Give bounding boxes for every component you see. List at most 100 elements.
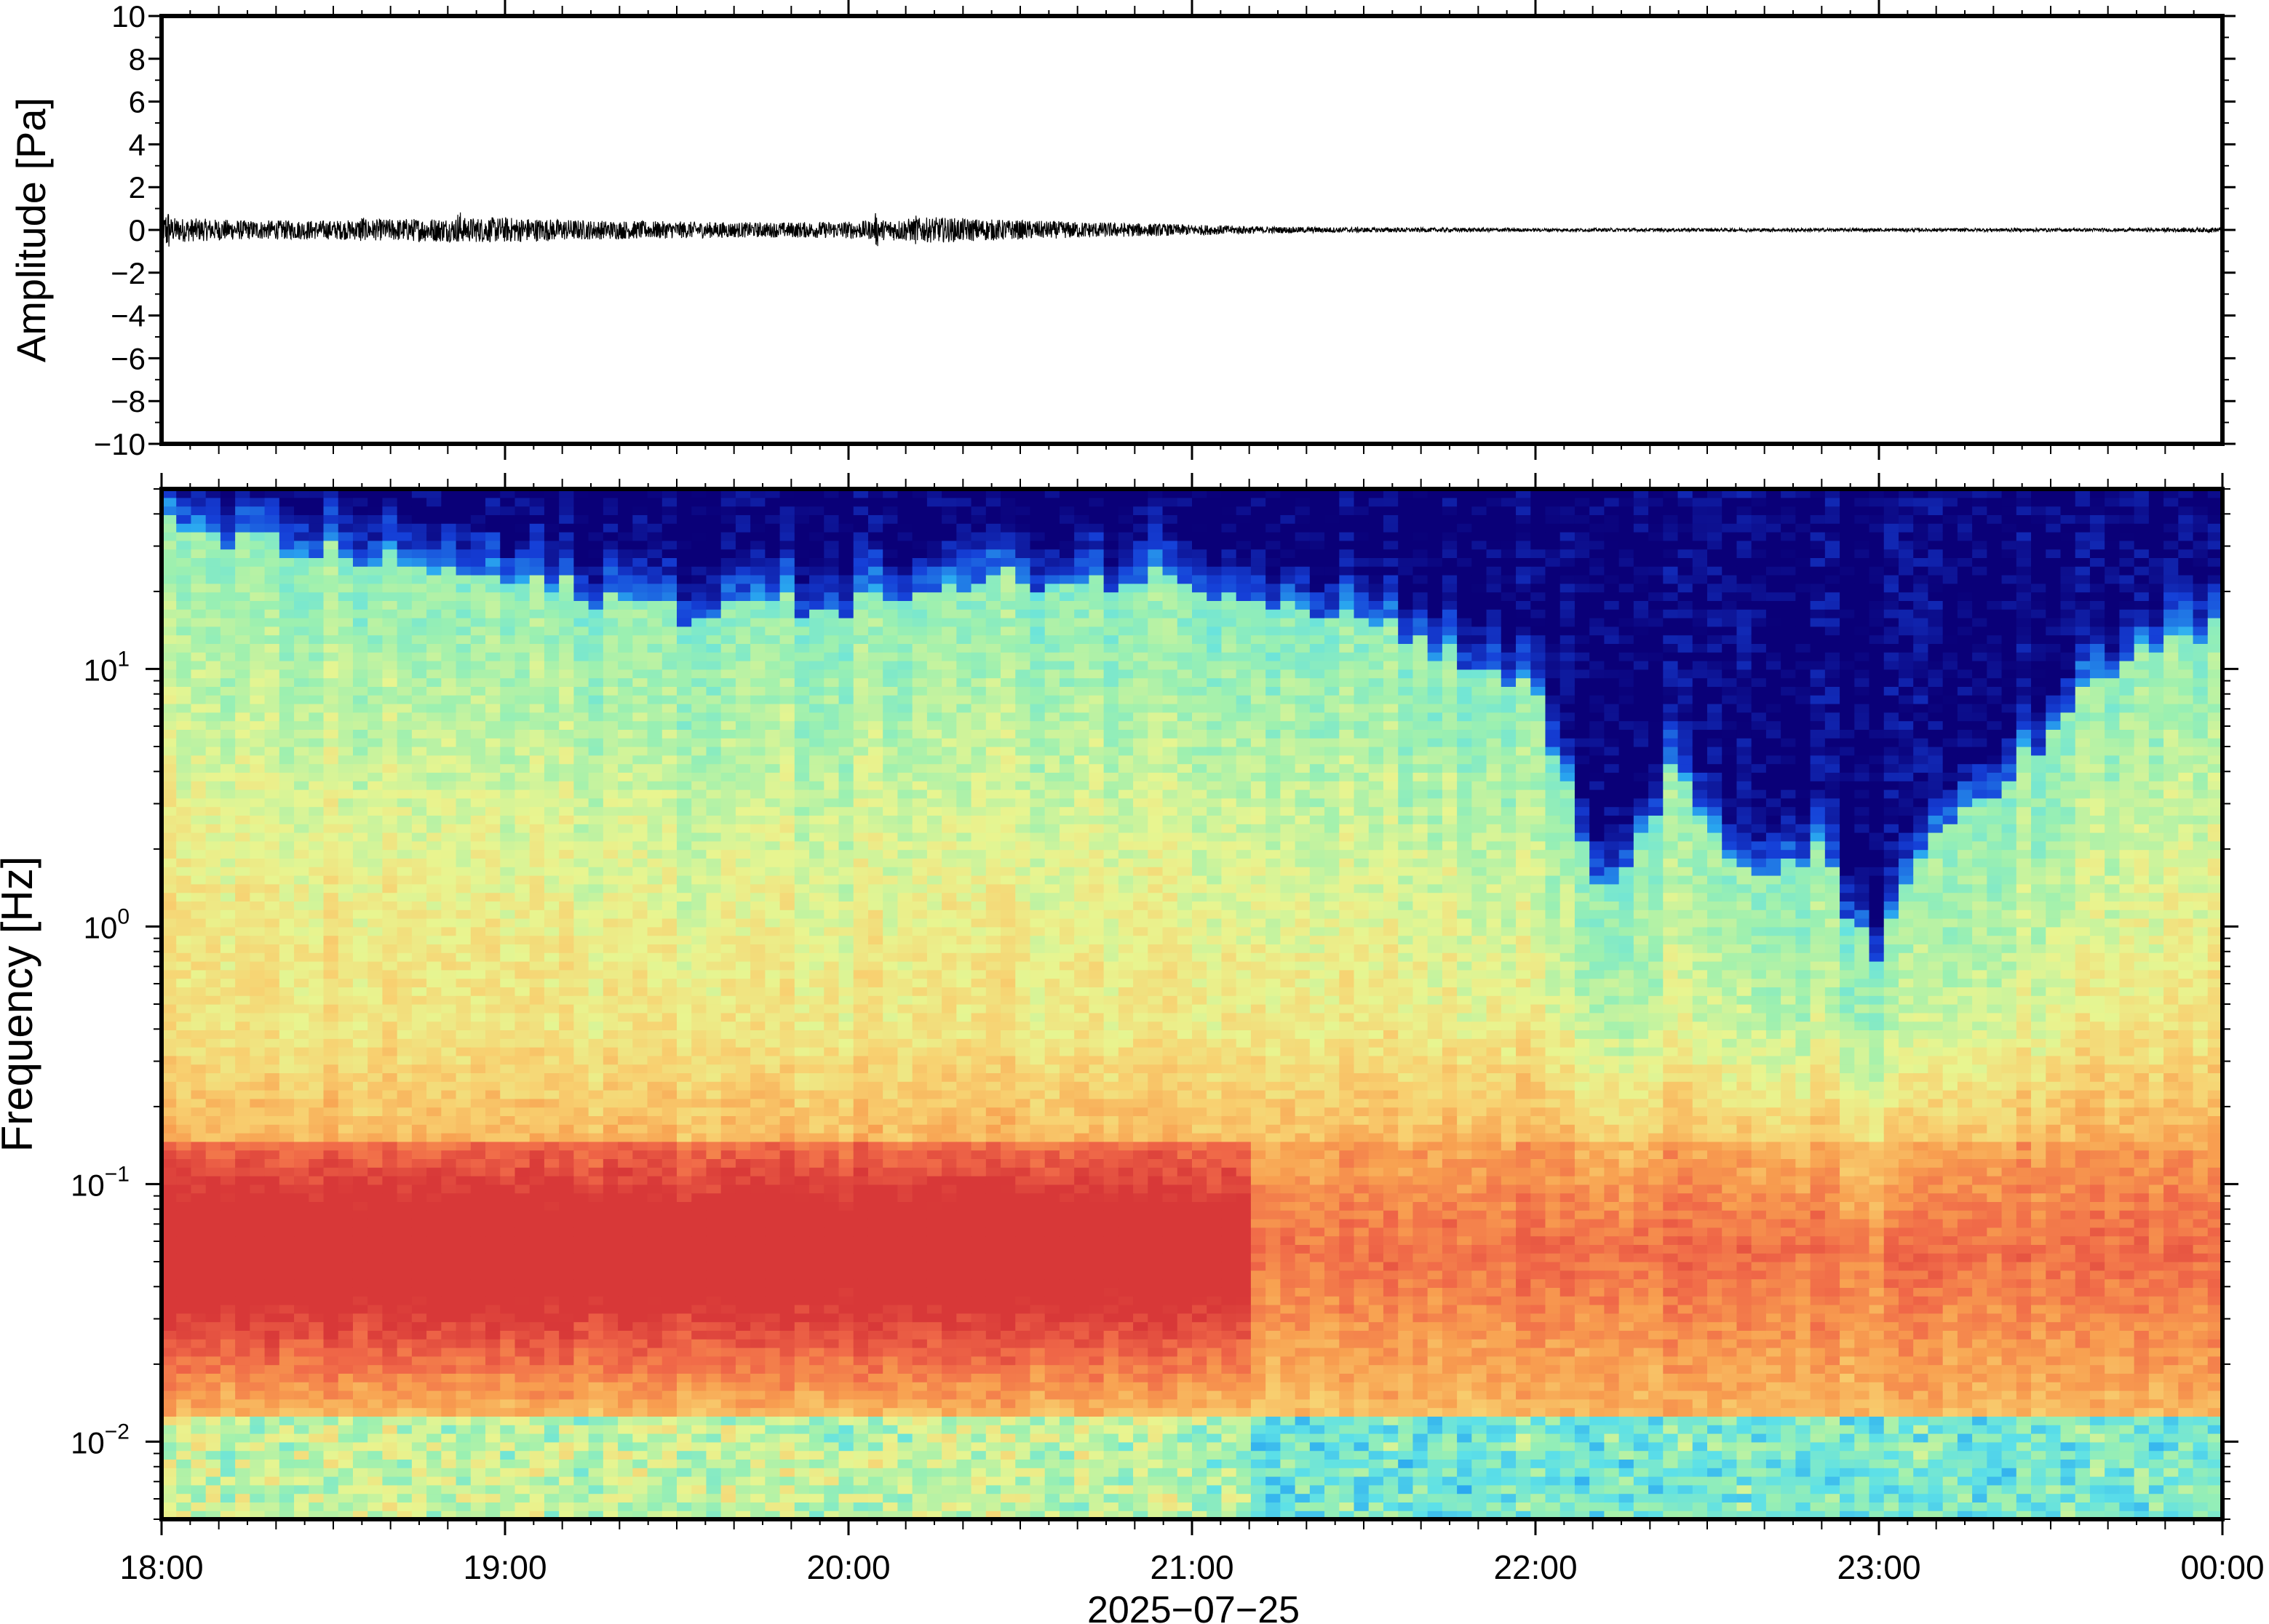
spectrogram-cell <box>456 1382 472 1391</box>
spectrogram-cell <box>382 1244 398 1254</box>
spectrogram-cell <box>735 995 751 1005</box>
spectrogram-cell <box>294 1004 309 1014</box>
spectrogram-cell <box>323 832 339 842</box>
spectrogram-cell <box>279 1484 295 1494</box>
spectrogram-cell <box>588 918 604 928</box>
spectrogram-cell <box>397 1441 413 1452</box>
spectrogram-cell <box>162 1219 177 1228</box>
spectrogram-cell <box>647 1064 663 1073</box>
spectrogram-cell <box>205 1184 221 1194</box>
spectrogram-cell <box>294 695 309 704</box>
spectrogram-cell <box>323 969 339 979</box>
spectrogram-cell <box>544 1502 560 1511</box>
spectrogram-cell <box>411 747 427 756</box>
spectrogram-cell <box>470 1021 486 1030</box>
spectrogram-cell <box>279 1158 295 1168</box>
spectrogram-cell <box>352 1278 368 1288</box>
spectrogram-cell <box>338 523 354 533</box>
spectrogram-cell <box>367 1416 384 1425</box>
spectrogram-cell <box>632 600 648 610</box>
spectrogram-cell <box>397 840 413 851</box>
spectrogram-cell <box>235 583 250 593</box>
spectrogram-cell <box>691 1450 707 1460</box>
spectrogram-cell <box>264 600 280 610</box>
spectrogram-cell <box>661 677 677 687</box>
spectrogram-cell <box>338 1072 354 1082</box>
spectrogram-cell <box>691 1158 707 1168</box>
spectrogram-cell <box>382 1012 398 1022</box>
spectrogram-cell <box>441 1425 457 1434</box>
spectrogram-cell <box>264 1339 280 1348</box>
spectrogram-cell <box>661 729 677 739</box>
spectrogram-cell <box>367 1167 384 1177</box>
spectrogram-cell <box>191 1201 207 1211</box>
spectrogram-cell <box>544 532 560 541</box>
spectrogram-cell <box>559 978 574 987</box>
spectrogram-cell <box>294 1150 309 1159</box>
spectrogram-cell <box>735 1278 751 1288</box>
spectrogram-cell <box>309 772 325 781</box>
spectrogram-cell <box>573 1502 589 1511</box>
spectrogram-cell <box>470 532 486 541</box>
spectrogram-cell <box>559 1021 574 1030</box>
spectrogram-cell <box>338 1176 354 1185</box>
spectrogram-cell <box>176 875 192 885</box>
spectrogram-cell <box>397 1382 413 1391</box>
spectrogram-cell <box>573 1098 589 1108</box>
spectrogram-cell <box>205 1313 221 1323</box>
spectrogram-cell <box>514 781 531 790</box>
spectrogram-cell <box>309 1115 325 1125</box>
spectrogram-cell <box>411 600 427 610</box>
spectrogram-cell <box>500 566 516 576</box>
spectrogram-cell <box>588 978 604 987</box>
spectrogram-cell <box>529 695 545 704</box>
spectrogram-cell <box>544 789 560 799</box>
spectrogram-cell <box>411 661 427 670</box>
spectrogram-cell <box>191 797 207 808</box>
spectrogram-cell <box>323 600 339 610</box>
spectrogram-cell <box>573 583 589 593</box>
spectrogram-cell <box>618 755 633 765</box>
spectrogram-cell <box>661 1064 677 1073</box>
spectrogram-cell <box>367 1262 384 1271</box>
spectrogram-cell <box>250 1184 266 1194</box>
spectrogram-cell <box>352 1047 368 1056</box>
spectrogram-cell <box>426 600 442 610</box>
spectrogram-cell <box>573 1167 589 1177</box>
spectrogram-cell <box>661 1158 677 1168</box>
spectrogram-cell <box>706 909 722 919</box>
spectrogram-cell <box>470 892 486 901</box>
spectrogram-cell <box>426 720 442 730</box>
spectrogram-cell <box>411 1133 427 1142</box>
spectrogram-cell <box>162 832 177 842</box>
spectrogram-cell <box>162 969 177 979</box>
spectrogram-cell <box>661 1244 677 1254</box>
spectrogram-cell <box>294 1348 309 1357</box>
spectrogram-cell <box>618 789 633 799</box>
spectrogram-cell <box>618 1107 633 1116</box>
spectrogram-cell <box>264 987 280 996</box>
spectrogram-cell <box>514 566 531 576</box>
spectrogram-cell <box>397 489 413 498</box>
spectrogram-cell <box>470 489 486 498</box>
spectrogram-cell <box>632 978 648 987</box>
spectrogram-cell <box>309 532 325 541</box>
spectrogram-cell <box>352 1407 368 1417</box>
spectrogram-cell <box>441 1210 457 1219</box>
spectrogram-cell <box>603 1502 619 1511</box>
spectrogram-cell <box>529 1398 545 1409</box>
spectrogram-cell <box>235 858 250 867</box>
spectrogram-cell <box>250 1262 266 1271</box>
spectrogram-cell <box>279 772 295 781</box>
spectrogram-cell <box>500 712 516 722</box>
spectrogram-cell <box>514 867 531 876</box>
spectrogram-cell <box>603 789 619 799</box>
spectrogram-cell <box>514 532 531 541</box>
spectrogram-cell <box>485 1012 501 1022</box>
spectrogram-cell <box>352 875 368 885</box>
spectrogram-cell <box>485 1133 501 1142</box>
spectrogram-cell <box>529 557 545 567</box>
spectrogram-cell <box>720 618 736 627</box>
spectrogram-cell <box>735 661 751 670</box>
spectrogram-cell <box>661 987 677 996</box>
